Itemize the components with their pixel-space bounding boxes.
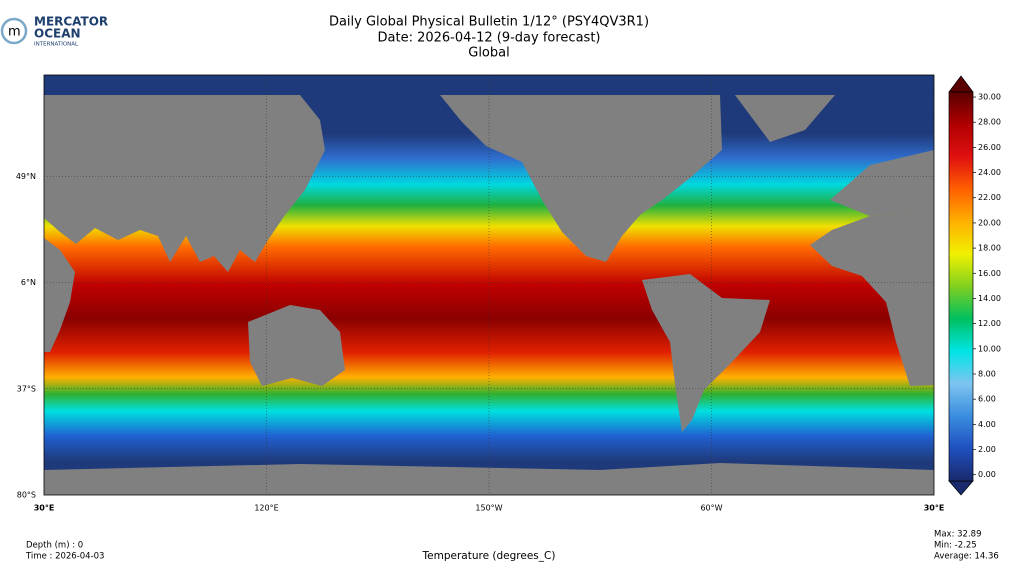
- colorbar-tick-label: 6.00: [978, 395, 996, 404]
- colorbar-tick-label: 28.00: [978, 118, 1001, 127]
- colorbar-tick-label: 16.00: [978, 269, 1001, 278]
- logo-text: OCEAN: [34, 27, 81, 41]
- australia: [248, 305, 345, 386]
- north-america: [440, 95, 722, 262]
- colorbar-tick-label: 12.00: [978, 319, 1001, 328]
- colorbar-tick-label: 0.00: [978, 470, 996, 479]
- africa-east: [44, 238, 75, 352]
- colorbar-tick-label: 24.00: [978, 168, 1001, 177]
- logo-text: INTERNATIONAL: [34, 42, 79, 48]
- title: Daily Global Physical Bulletin 1/12° (PS…: [329, 15, 649, 30]
- time: Time : 2026-04-03: [25, 552, 104, 562]
- depth: Depth (m) : 0: [26, 541, 83, 551]
- colorbar-tick-label: 18.00: [978, 244, 1001, 253]
- average: Average: 14.36: [934, 552, 999, 562]
- colorbar-bottom-extension: [948, 480, 974, 496]
- greenland: [735, 95, 835, 142]
- x-tick-label: 60°W: [700, 504, 722, 513]
- south-america: [642, 274, 770, 432]
- map: [43, 74, 935, 496]
- colorbar-tick-label: 26.00: [978, 143, 1001, 152]
- x-tick-label: 120°E: [254, 504, 278, 513]
- y-tick-label: 37°S: [17, 384, 36, 393]
- asia: [44, 95, 325, 272]
- antarctica: [44, 463, 934, 495]
- europe: [830, 150, 934, 216]
- colorbar-tick-label: 22.00: [978, 193, 1001, 202]
- max: Max: 32.89: [934, 530, 981, 540]
- colorbar-tick-label: 20.00: [978, 218, 1001, 227]
- logo: m MERCATOR OCEAN INTERNATIONAL: [0, 15, 108, 48]
- colorbar-tick-label: 30.00: [978, 93, 1001, 102]
- colorbar-tick-label: 2.00: [978, 445, 996, 454]
- colorbar-tick-label: 14.00: [978, 294, 1001, 303]
- colorbar-tick-label: 8.00: [978, 369, 996, 378]
- colorbar: 0.00 2.00 4.00 6.00 8.00 10.00 12.00 14.00 16.00…: [948, 75, 1001, 496]
- logo-text: MERCATOR: [34, 15, 108, 29]
- colorbar-top-extension: [948, 75, 974, 93]
- africa-west: [810, 210, 934, 386]
- y-tick-label: 6°N: [21, 278, 36, 287]
- logo-icon-m: m: [8, 25, 21, 40]
- y-tick-label: 80°S: [17, 491, 36, 500]
- variable: Temperature (degrees_C): [422, 550, 556, 562]
- date: Date: 2026-04-12 (9-day forecast): [378, 31, 601, 46]
- colorbar-tick-label: 10.00: [978, 344, 1001, 353]
- colorbar-tick-label: 4.00: [978, 420, 996, 429]
- x-tick-label: 30°E: [34, 504, 55, 513]
- logo-icon: [0, 17, 28, 45]
- x-tick-label: 30°E: [924, 504, 945, 513]
- y-tick-label: 49°N: [16, 172, 36, 181]
- x-tick-label: 150°W: [475, 504, 502, 513]
- colorbar-body: [948, 91, 974, 482]
- region: Global: [468, 46, 509, 61]
- min: Min: -2.25: [934, 541, 977, 551]
